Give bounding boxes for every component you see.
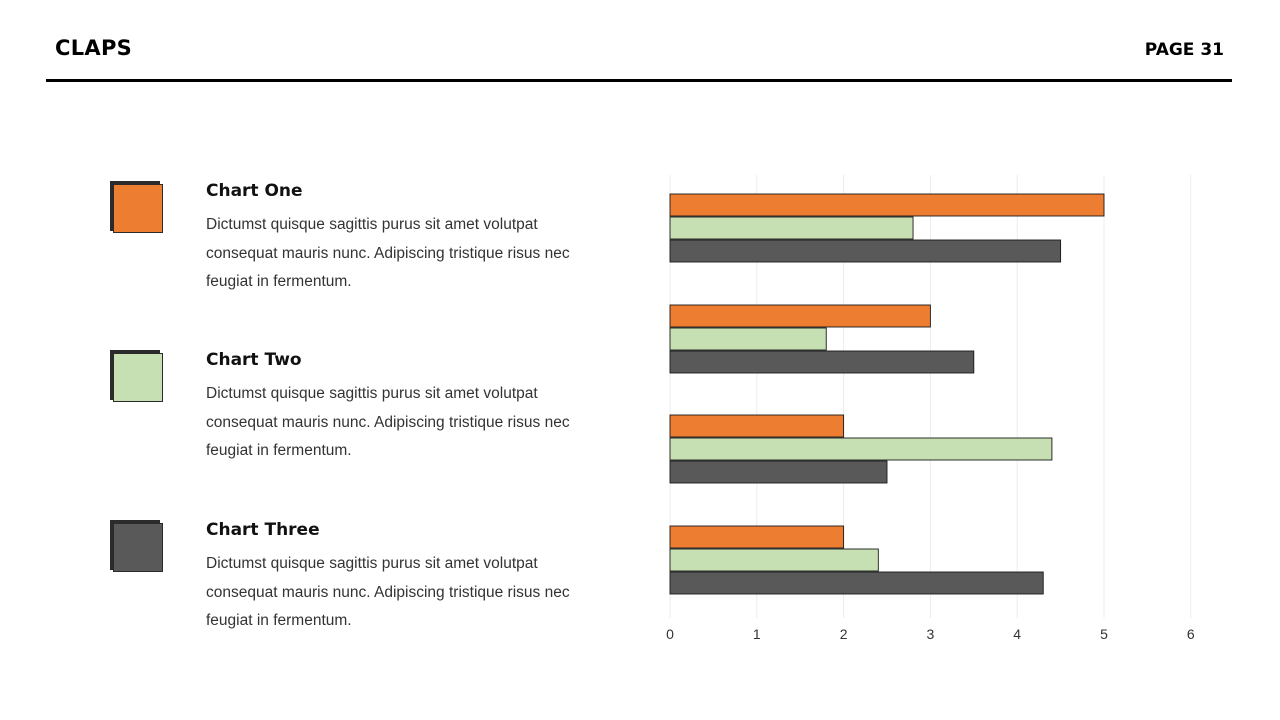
legend-title: Chart Three [206, 520, 320, 540]
x-tick-label: 6 [1187, 626, 1195, 642]
swatch-chart-three [110, 520, 164, 574]
x-tick-label: 3 [927, 626, 935, 642]
legend-description: Dictumst quisque sagittis purus sit amet… [206, 216, 570, 290]
x-tick-label: 1 [753, 626, 761, 642]
x-tick-label: 4 [1013, 626, 1021, 642]
bar [669, 239, 1062, 263]
swatch-face [113, 523, 163, 572]
bar [669, 216, 914, 240]
bar [669, 350, 975, 374]
bar [669, 414, 845, 438]
bar [669, 304, 931, 328]
bar [669, 525, 845, 549]
legend-item-chart-one: Chart One Dictumst quisque sagittis puru… [110, 181, 580, 311]
swatch-chart-two [110, 350, 164, 404]
bar [669, 571, 1044, 595]
legend-item-chart-three: Chart Three Dictumst quisque sagittis pu… [110, 520, 580, 650]
legend-title: Chart Two [206, 350, 302, 370]
bar [669, 437, 1053, 461]
bar-chart: 0 1 2 3 4 5 6 [666, 175, 1195, 642]
page-number: PAGE 31 [1144, 40, 1224, 60]
bar [669, 548, 879, 572]
x-tick-label: 0 [666, 626, 674, 642]
swatch-face [113, 353, 163, 402]
legend-title: Chart One [206, 181, 303, 201]
legend-item-chart-two: Chart Two Dictumst quisque sagittis puru… [110, 350, 580, 480]
swatch-face [113, 184, 163, 233]
header-divider [46, 79, 1232, 82]
bar [669, 327, 827, 351]
x-tick-label: 5 [1100, 626, 1108, 642]
legend-description: Dictumst quisque sagittis purus sit amet… [206, 555, 570, 629]
page-title: CLAPS [55, 36, 133, 60]
legend-description: Dictumst quisque sagittis purus sit amet… [206, 385, 570, 459]
bar [669, 193, 1105, 217]
swatch-chart-one [110, 181, 164, 235]
bar [669, 460, 888, 484]
x-tick-label: 2 [840, 626, 848, 642]
